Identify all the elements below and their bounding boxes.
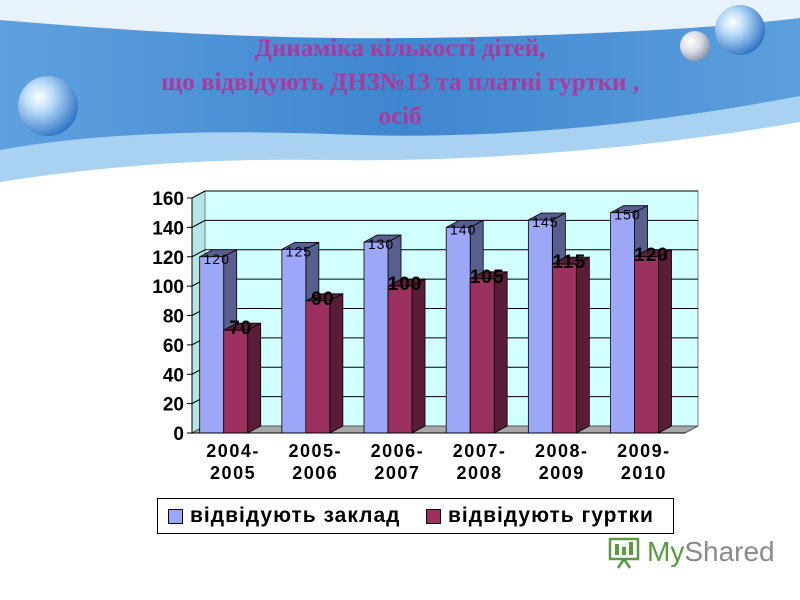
- legend-item-series-2: відвідують гуртки: [426, 504, 654, 528]
- bar-side-2: [247, 322, 262, 434]
- legend-swatch-series-1: [168, 508, 183, 524]
- logo-text-shared: Shared: [684, 536, 775, 567]
- x-tick-label: 2007-: [453, 441, 507, 461]
- data-label-series-1: 150: [614, 207, 640, 223]
- x-tick-label: 2005-: [288, 441, 342, 461]
- data-label-series-1: 120: [204, 251, 230, 267]
- x-tick-label: 2009: [539, 463, 585, 483]
- bar-series-2: [469, 278, 495, 434]
- bar-series-1: [363, 241, 389, 434]
- header-banner: [0, 0, 800, 182]
- presentation-board-icon: [608, 537, 640, 569]
- data-label-series-2: 120: [634, 245, 669, 266]
- gridline: [191, 190, 698, 199]
- data-label-series-1: 125: [286, 243, 312, 259]
- bar-series-2: [387, 285, 413, 434]
- y-tick-label: 160: [152, 189, 184, 210]
- bubble-icon: [680, 31, 710, 61]
- bar-series-2: [551, 263, 577, 434]
- x-tick-label: 2006-: [371, 441, 425, 461]
- y-tick-label: 140: [152, 218, 184, 239]
- title-line-2: що відвідують ДНЗ№13 та платні гуртки ,: [161, 69, 639, 96]
- bar-side-2: [411, 278, 426, 434]
- x-tick-label: 2008: [457, 463, 503, 483]
- y-tick-label: 40: [163, 365, 184, 386]
- x-tick-label: 2004-: [206, 441, 260, 461]
- legend-label-series-1: відвідують заклад: [190, 504, 401, 527]
- bar-side-2: [575, 256, 590, 434]
- y-tick-label: 60: [163, 336, 184, 357]
- bar-series-2: [305, 300, 331, 434]
- y-tick-label: 120: [152, 248, 184, 269]
- logo-text-my: My: [647, 536, 685, 567]
- data-label-series-1: 145: [532, 214, 558, 230]
- bubble-icon: [715, 5, 765, 55]
- bar-series-2: [634, 256, 659, 434]
- bar-series-1: [281, 249, 307, 434]
- x-tick-label: 2010: [621, 463, 667, 483]
- title-line-3: осіб: [378, 103, 422, 130]
- y-tick-label: 0: [173, 424, 184, 445]
- title-line-1: Динаміка кількості дітей,: [254, 35, 546, 62]
- page-title: Динаміка кількості дітей, що відвідують …: [60, 32, 740, 134]
- logo-text: MyShared: [647, 536, 775, 568]
- x-tick-label: 2006: [292, 463, 338, 483]
- x-tick-label: 2005: [210, 463, 256, 483]
- bar-series-1: [445, 226, 471, 434]
- data-label-series-2: 115: [553, 252, 587, 273]
- y-tick-label: 100: [152, 277, 184, 298]
- data-label-series-1: 140: [450, 221, 476, 237]
- legend-item-series-1: відвідують заклад: [168, 504, 400, 528]
- data-label-series-2: 105: [470, 267, 505, 288]
- data-label-series-1: 130: [368, 236, 394, 252]
- y-tick-label: 80: [163, 307, 184, 328]
- bar-series-1: [527, 219, 553, 434]
- legend-swatch-series-2: [426, 508, 441, 524]
- y-tick-label: 20: [163, 395, 184, 416]
- bar-chart: 0 20 40 60 80 100 120 140 160 120 70 2004-2005 125 90…: [152, 189, 699, 483]
- bar-side-2: [493, 271, 508, 434]
- bar-series-2: [223, 329, 249, 434]
- bubble-icon: [18, 76, 78, 136]
- data-label-series-2: 100: [388, 274, 423, 295]
- bar-series-1: [199, 256, 225, 434]
- bar-side-2: [329, 293, 344, 434]
- data-label-series-2: 70: [229, 318, 252, 339]
- chart-legend: відвідують заклад відвідують гуртки: [157, 498, 674, 534]
- data-label-series-2: 90: [311, 289, 334, 310]
- myshared-logo: MyShared: [607, 535, 775, 569]
- x-tick-label: 2009-: [617, 441, 671, 461]
- legend-label-series-2: відвідують гуртки: [448, 504, 654, 527]
- x-tick-label: 2008-: [535, 441, 589, 461]
- x-tick-label: 2007: [374, 463, 420, 483]
- bar-series-1: [610, 212, 635, 434]
- bar-side-2: [658, 249, 672, 434]
